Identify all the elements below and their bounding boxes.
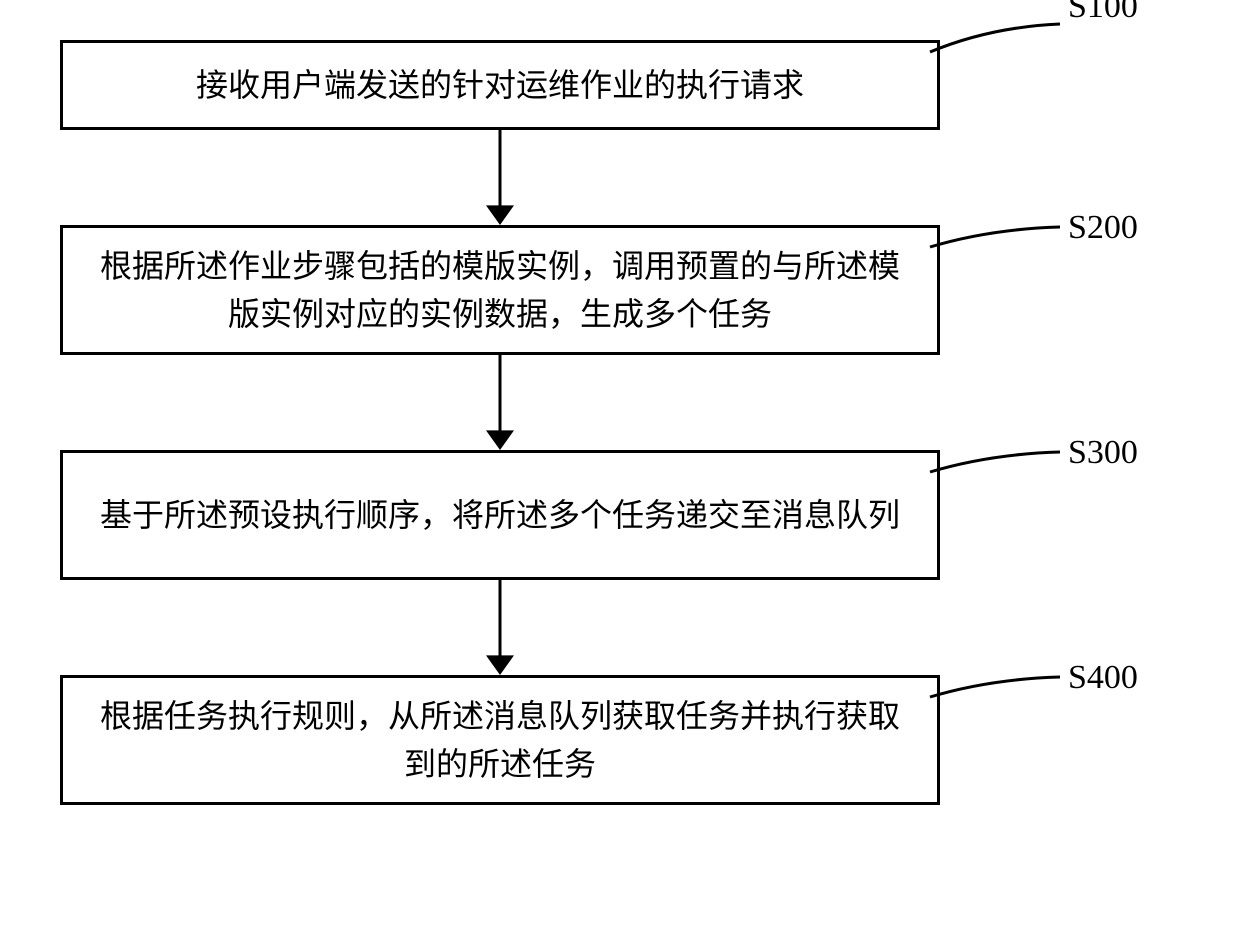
step-label-s300: S300: [1068, 434, 1138, 472]
flowchart-container: 接收用户端发送的针对运维作业的执行请求S100 根据所述作业步骤包括的模版实例，调…: [60, 40, 1180, 805]
step-row-s200: 根据所述作业步骤包括的模版实例，调用预置的与所述模版实例对应的实例数据，生成多个…: [60, 225, 1180, 355]
connector-wrap: [60, 130, 940, 225]
leader-line: [926, 223, 1064, 251]
leader-line: [926, 20, 1064, 56]
step-text: 根据所述作业步骤包括的模版实例，调用预置的与所述模版实例对应的实例数据，生成多个…: [87, 242, 913, 338]
step-row-s400: 根据任务执行规则，从所述消息队列获取任务并执行获取到的所述任务S400: [60, 675, 1180, 805]
step-row-s100: 接收用户端发送的针对运维作业的执行请求S100: [60, 40, 1180, 130]
step-row-s300: 基于所述预设执行顺序，将所述多个任务递交至消息队列S300: [60, 450, 1180, 580]
step-label-s200: S200: [1068, 209, 1138, 247]
leader-line: [926, 448, 1064, 476]
step-box-s100: 接收用户端发送的针对运维作业的执行请求: [60, 40, 940, 130]
step-text: 根据任务执行规则，从所述消息队列获取任务并执行获取到的所述任务: [87, 692, 913, 788]
connector-arrow: [480, 130, 520, 225]
step-label-s100: S100: [1068, 0, 1138, 26]
leader-line: [926, 673, 1064, 701]
step-text: 基于所述预设执行顺序，将所述多个任务递交至消息队列: [100, 491, 900, 539]
connector-arrow: [480, 355, 520, 450]
step-box-s300: 基于所述预设执行顺序，将所述多个任务递交至消息队列: [60, 450, 940, 580]
step-box-s200: 根据所述作业步骤包括的模版实例，调用预置的与所述模版实例对应的实例数据，生成多个…: [60, 225, 940, 355]
connector-wrap: [60, 355, 940, 450]
step-text: 接收用户端发送的针对运维作业的执行请求: [196, 61, 804, 109]
step-box-s400: 根据任务执行规则，从所述消息队列获取任务并执行获取到的所述任务: [60, 675, 940, 805]
step-label-s400: S400: [1068, 659, 1138, 697]
connector-arrow: [480, 580, 520, 675]
connector-wrap: [60, 580, 940, 675]
